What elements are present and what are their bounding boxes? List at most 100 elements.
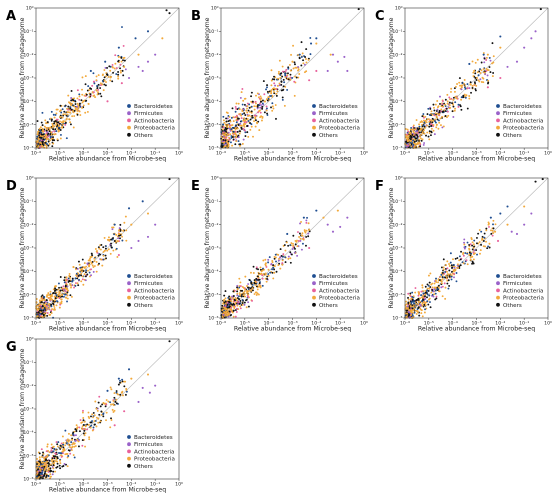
scatter-point (168, 178, 171, 181)
scatter-point (59, 120, 61, 123)
scatter-point (446, 110, 449, 113)
scatter-point (97, 88, 100, 91)
scatter-point (289, 244, 292, 247)
scatter-point (58, 291, 61, 293)
scatter-point (44, 135, 47, 138)
scatter-point (261, 274, 264, 277)
scatter-point (247, 135, 250, 138)
scatter-point (246, 124, 249, 127)
scatter-point (329, 53, 332, 56)
scatter-point (100, 95, 103, 98)
scatter-point (266, 277, 269, 280)
y-tick-label: 10⁻¹ (23, 360, 33, 366)
scatter-point (428, 287, 431, 290)
scatter-point (54, 133, 57, 136)
y-tick-label: 10⁻⁶ (23, 477, 33, 483)
legend-entry: Firmicutes (312, 281, 348, 287)
scatter-point (298, 232, 301, 235)
scatter-point (226, 305, 229, 308)
y-tick-label: 10⁻⁵ (392, 292, 402, 298)
scatter-point (59, 133, 62, 136)
scatter-point (264, 264, 267, 267)
scatter-point (469, 243, 472, 246)
scatter-point (259, 106, 262, 109)
scatter-point (66, 278, 69, 281)
scatter-point (50, 131, 53, 134)
x-tick-label: 10⁻⁵ (424, 321, 434, 327)
scatter-point (244, 275, 247, 278)
scatter-point (99, 258, 102, 261)
scatter-point (280, 80, 283, 83)
scatter-point (284, 85, 287, 88)
scatter-point (42, 138, 45, 141)
scatter-point (66, 113, 69, 116)
scatter-point (446, 267, 449, 270)
legend-entry: Firmicutes (127, 442, 163, 448)
scatter-point (76, 89, 79, 92)
scatter-point (120, 82, 123, 85)
scatter-point (444, 286, 447, 289)
scatter-cloud (404, 42, 495, 149)
scatter-point (435, 295, 438, 298)
scatter-point (45, 470, 48, 473)
scatter-point (493, 230, 497, 233)
scatter-point (40, 299, 43, 302)
scatter-point (124, 393, 127, 396)
scatter-point (40, 301, 43, 304)
y-tick-label: 10⁻⁶ (392, 316, 402, 322)
scatter-point (49, 473, 52, 476)
scatter-point (421, 315, 424, 318)
scatter-point (273, 75, 275, 78)
scatter-point (68, 118, 71, 121)
scatter-point (234, 125, 237, 128)
scatter-point (257, 293, 260, 296)
legend-entry: Proteobacteria (312, 296, 360, 302)
scatter-point (463, 238, 466, 241)
scatter-point (450, 90, 452, 93)
scatter-point (279, 77, 282, 79)
scatter-point (448, 275, 451, 278)
scatter-point (45, 464, 48, 467)
scatter-point (36, 463, 38, 466)
scatter-point (227, 120, 230, 123)
scatter-point (279, 73, 282, 76)
scatter-point (78, 93, 81, 96)
scatter-point (74, 100, 77, 103)
y-axis-title: Relative abundance from metagenome (388, 17, 395, 138)
scatter-point (246, 105, 249, 108)
scatter-point (424, 291, 427, 294)
scatter-point (425, 134, 427, 137)
scatter-point (83, 262, 86, 265)
scatter-point (137, 65, 140, 68)
legend-entry: Bacteroidetes (496, 104, 542, 110)
scatter-point (261, 105, 264, 108)
scatter-point (433, 133, 436, 136)
scatter-point (421, 284, 424, 287)
scatter-point (111, 238, 114, 241)
scatter-point (279, 256, 282, 259)
scatter-point (266, 275, 269, 278)
scatter-point (436, 108, 439, 111)
scatter-point (450, 275, 453, 278)
scatter-point (71, 115, 74, 118)
scatter-point (121, 26, 123, 29)
scatter-point (67, 94, 70, 97)
scatter-point (315, 69, 318, 73)
scatter-point (253, 279, 256, 282)
scatter-point (244, 123, 247, 125)
scatter-point (444, 271, 447, 273)
scatter-point (106, 100, 109, 103)
scatter-point (492, 61, 495, 64)
scatter-point (273, 268, 276, 271)
scatter-point (250, 91, 253, 94)
scatter-point (111, 226, 114, 229)
scatter-point (450, 278, 453, 281)
scatter-point (127, 368, 131, 371)
legend-marker (496, 302, 500, 307)
scatter-point (435, 124, 438, 126)
scatter-point (523, 205, 526, 208)
scatter-point (273, 271, 276, 274)
scatter-point (123, 385, 126, 388)
scatter-point (413, 135, 416, 138)
scatter-point (38, 452, 41, 455)
